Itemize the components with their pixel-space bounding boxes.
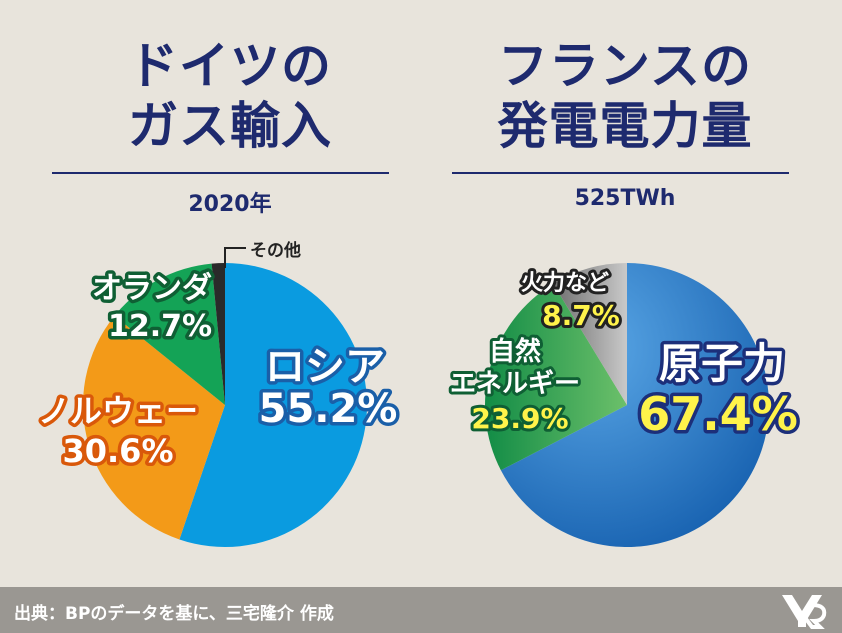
right-chart-subtitle: 525TWh — [574, 186, 676, 211]
germany-label-norway: ノルウェー — [38, 392, 198, 430]
france-value-renewable: 23.9% — [471, 402, 568, 435]
germany-value-russia: 55.2% — [259, 386, 398, 432]
france-label-nuclear: 原子力 — [659, 339, 785, 388]
left-title-line-1: ドイツの — [128, 37, 332, 95]
germany-other-leader — [224, 247, 246, 268]
france-value-nuclear: 67.4% — [638, 387, 798, 441]
author-logo-icon — [782, 595, 827, 629]
france-slice-1 — [484, 283, 627, 471]
right-divider — [452, 172, 789, 174]
germany-value-netherlands: 12.7% — [108, 309, 212, 344]
france-slice-0 — [500, 263, 769, 547]
germany-slice-1 — [83, 315, 225, 540]
france-slice-2 — [553, 263, 627, 405]
right-title-line-2: 発電電力量 — [497, 97, 753, 155]
france-value-thermal: 8.7% — [542, 299, 620, 332]
left-title-line-2: ガス輸入 — [128, 97, 332, 155]
source-footer: 出典：BPのデータを基に、三宅隆介 作成 — [0, 587, 842, 633]
germany-label-netherlands: オランダ — [92, 271, 212, 306]
left-chart-title: ドイツの ガス輸入 — [80, 36, 380, 156]
source-text: 出典：BPのデータを基に、三宅隆介 作成 — [14, 604, 334, 624]
germany-slice-3 — [211, 263, 225, 405]
left-chart-subtitle: 2020年 — [188, 192, 272, 217]
france-label-renewable-1: 自然 — [489, 336, 541, 367]
germany-label-other: その他 — [250, 240, 301, 261]
germany-slice-0 — [179, 263, 367, 547]
germany-slice-2 — [114, 263, 225, 405]
right-title-line-1: フランスの — [498, 37, 752, 95]
germany-label-russia: ロシア — [265, 344, 385, 390]
france-label-thermal: 火力など — [521, 271, 609, 296]
right-chart-title: フランスの 発電電力量 — [460, 36, 790, 156]
france-label-renewable-2: エネルギー — [450, 369, 580, 399]
left-divider — [52, 172, 389, 174]
germany-value-norway: 30.6% — [62, 432, 173, 470]
